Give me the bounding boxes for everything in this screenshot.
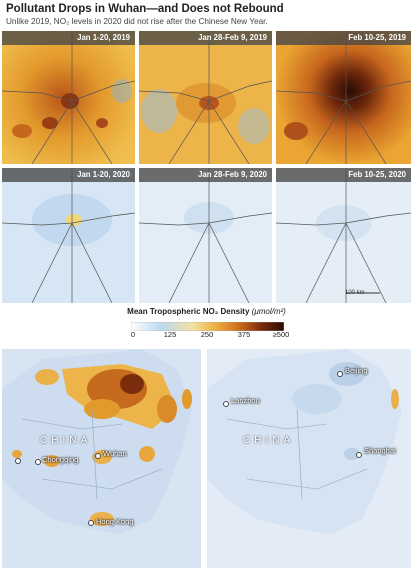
scale-bar-label: 100 km — [345, 290, 365, 296]
map-panel-jan28-feb9-2019: Jan 28-Feb 9, 2019 — [139, 31, 272, 164]
city-label-beijing: Beijing — [345, 366, 368, 375]
panel-date-label: Jan 1-20, 2020 — [2, 168, 135, 182]
colorbar-tick: 0 — [130, 330, 136, 339]
city-label-chongqing: Chongqing — [42, 455, 79, 464]
map-panel-feb10-25-2020: Feb 10-25, 2020 — [276, 168, 411, 303]
city-label-wuhan: Wuhan — [103, 449, 127, 458]
city-marker-wuhan — [95, 453, 101, 459]
panel-date-label: Jan 28-Feb 9, 2020 — [139, 168, 272, 182]
city-marker-chongqing — [35, 459, 41, 465]
panel-date-label: Feb 10-25, 2019 — [276, 31, 411, 45]
map-panel-jan1-20-2019: Jan 1-20, 2019 — [2, 31, 135, 164]
city-marker-hong-kong — [88, 520, 94, 526]
page-title: Pollutant Drops in Wuhan—and Does not Re… — [6, 3, 284, 15]
panel-date-label: Jan 28-Feb 9, 2019 — [139, 31, 272, 45]
colorbar-title: Mean Tropospheric NO₂ Density (μmol/m²) — [127, 307, 286, 316]
page-subtitle: Unlike 2019, NO₂ levels in 2020 did not … — [6, 17, 268, 26]
china-map-before: CHINA Chongqing Wuhan Hong Kong — [2, 349, 201, 568]
city-marker-shanghai — [356, 452, 362, 458]
colorbar-tick: ≥500 — [272, 330, 290, 339]
panel-date-label: Jan 1-20, 2019 — [2, 31, 135, 45]
map-panel-jan1-20-2020: Jan 1-20, 2020 — [2, 168, 135, 303]
map-panel-jan28-feb9-2020: Jan 28-Feb 9, 2020 — [139, 168, 272, 303]
country-label-china: CHINA — [40, 435, 92, 446]
city-label-lanzhou: Lanzhou — [231, 396, 260, 405]
city-label-hong-kong: Hong Kong — [96, 517, 134, 526]
colorbar-tick: 250 — [200, 330, 214, 339]
colorbar-tick: 375 — [237, 330, 251, 339]
china-map-after: Beijing Lanzhou CHINA Shanghai — [207, 349, 411, 568]
city-label-shanghai: Shanghai — [364, 446, 396, 455]
city-marker — [15, 458, 21, 464]
colorbar-tick: 125 — [163, 330, 177, 339]
country-label-china: CHINA — [243, 435, 295, 446]
map-panel-feb10-25-2019: Feb 10-25, 2019 — [276, 31, 411, 164]
panel-date-label: Feb 10-25, 2020 — [276, 168, 411, 182]
city-marker-beijing — [337, 371, 343, 377]
city-marker-lanzhou — [223, 401, 229, 407]
colorbar — [130, 318, 285, 332]
